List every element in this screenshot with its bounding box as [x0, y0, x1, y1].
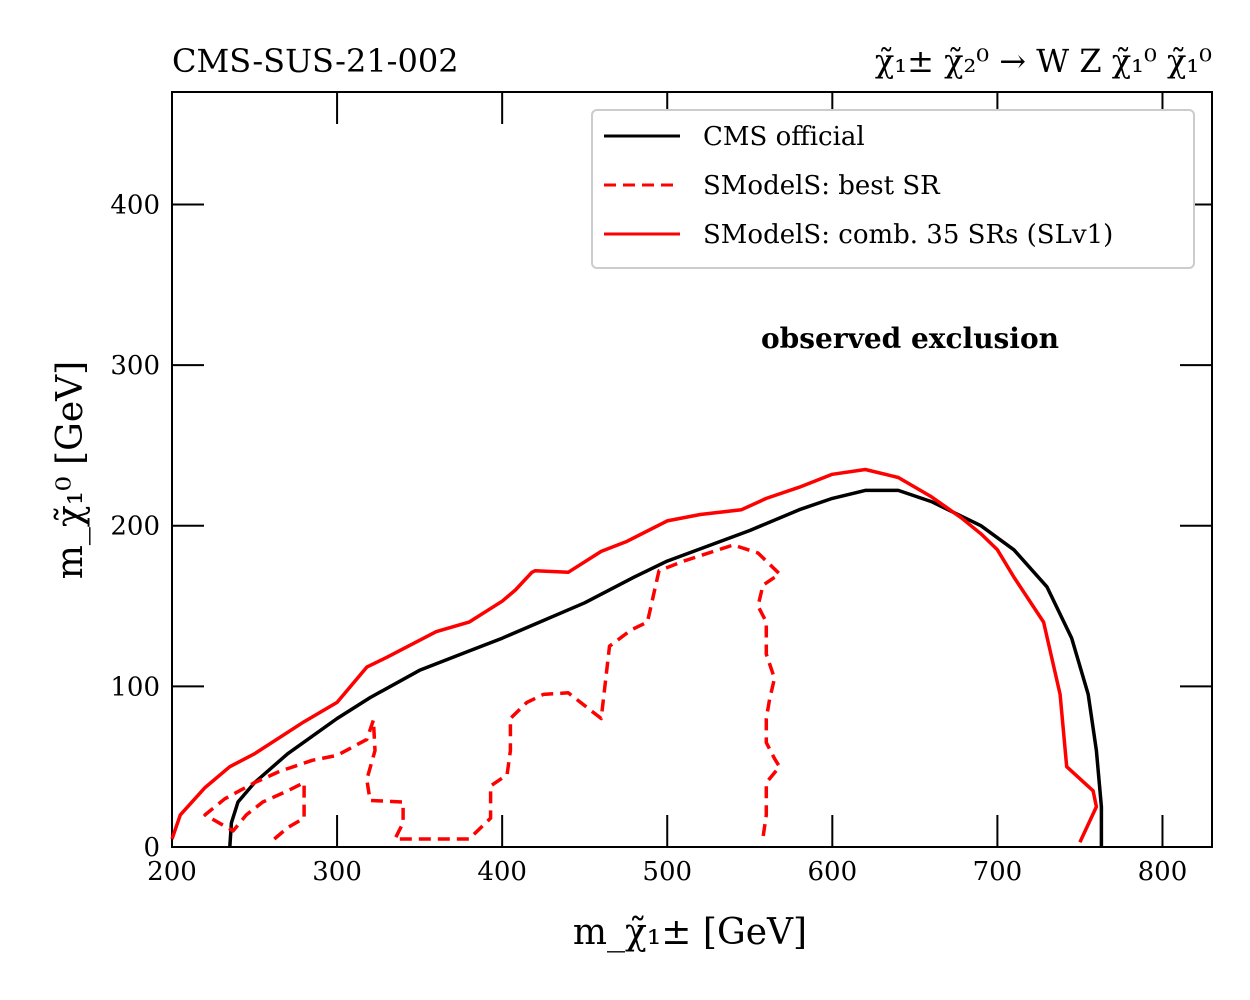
y-tick-label: 0	[143, 833, 160, 863]
plot-frame	[171, 91, 1213, 848]
x-tick-label: 200	[147, 857, 197, 887]
x-tick-label: 300	[312, 857, 362, 887]
x-tick-label: 600	[807, 857, 857, 887]
y-axis-label: m_χ̃₁⁰ [GeV]	[50, 361, 91, 579]
y-tick-label: 300	[110, 351, 160, 381]
x-tick-label: 700	[973, 857, 1023, 887]
x-tick-label: 500	[642, 857, 692, 887]
legend-label-best-sr: SModelS: best SR	[703, 171, 941, 201]
series-line-smodels-comb-35-srs-slv1	[170, 467, 1099, 843]
chart-title-right: χ̃₁± χ̃₂⁰ → W Z χ̃₁⁰ χ̃₁⁰	[875, 42, 1212, 80]
series-line-smodels-best-sr	[203, 543, 782, 841]
axis-tick-labels: 200 300 400 500 600 700 800 0 100 200 300 400	[110, 190, 1187, 887]
legend-box	[591, 109, 1195, 269]
observed-exclusion-annotation: observed exclusion	[761, 322, 1059, 355]
chart-title-left: CMS-SUS-21-002	[172, 42, 459, 80]
series-line-cms-official	[228, 488, 1104, 848]
legend-label-cms-official: CMS official	[703, 122, 865, 152]
x-tick-label: 800	[1138, 857, 1188, 887]
y-tick-label: 200	[110, 512, 160, 542]
legend: CMS official SModelS: best SR SModelS: c…	[591, 109, 1195, 269]
legend-label-comb-srs: SModelS: comb. 35 SRs (SLv1)	[703, 220, 1113, 250]
x-tick-label: 400	[477, 857, 527, 887]
y-tick-label: 400	[110, 190, 160, 220]
x-axis-label: m_χ̃₁± [GeV]	[573, 912, 807, 953]
y-tick-label: 100	[110, 672, 160, 702]
series-layer	[170, 467, 1104, 848]
